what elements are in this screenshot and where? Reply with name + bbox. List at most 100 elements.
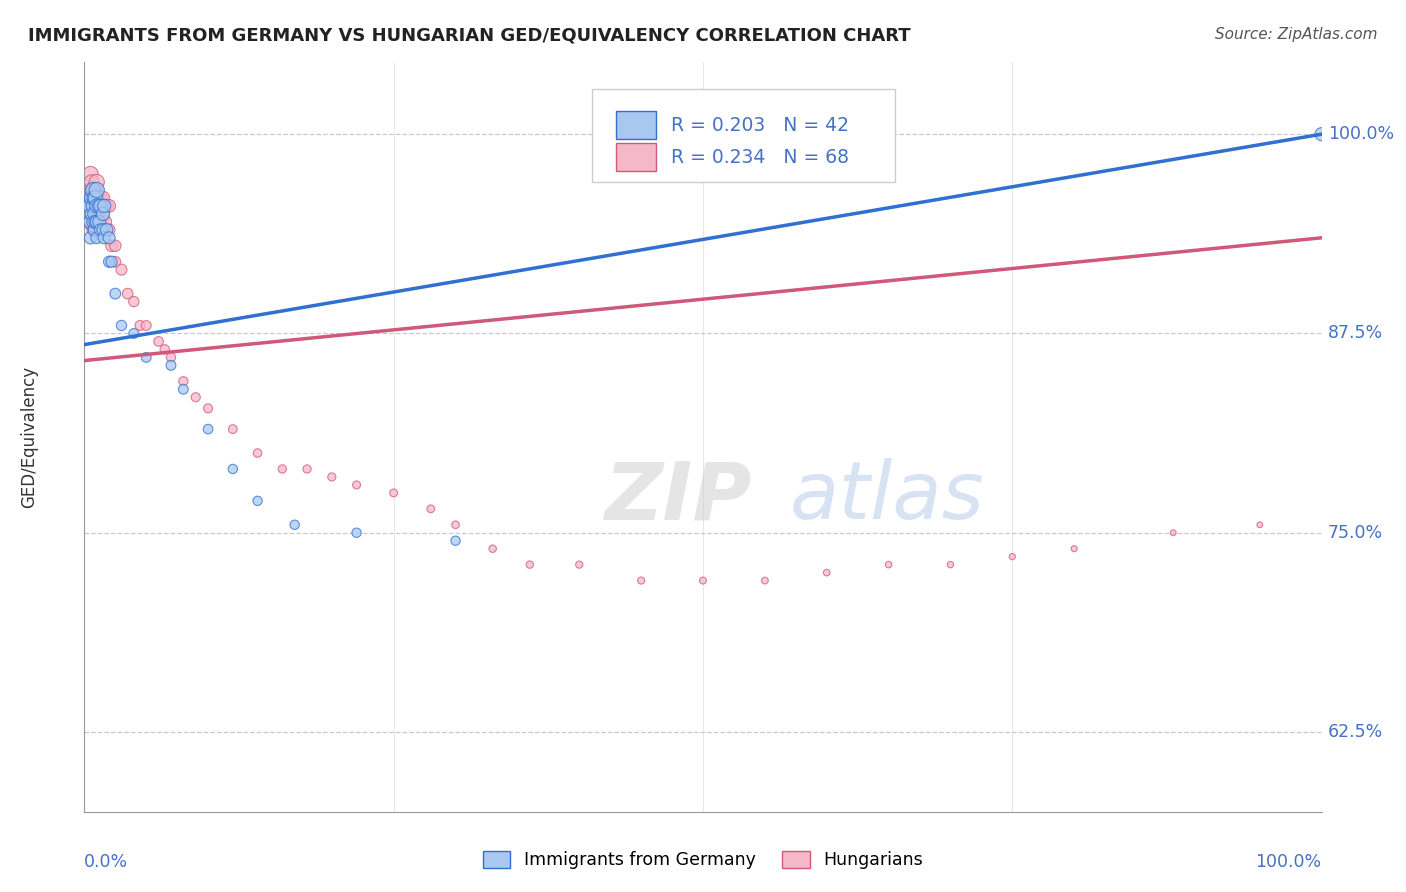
Point — [1001, 549, 1024, 564]
Point — [91, 191, 114, 205]
Point — [129, 318, 152, 333]
Point — [104, 239, 127, 253]
Point — [80, 199, 103, 213]
Text: atlas: atlas — [790, 458, 984, 536]
Text: 100.0%: 100.0% — [1256, 853, 1322, 871]
Point — [82, 183, 104, 197]
Point — [79, 183, 101, 197]
Point — [346, 478, 368, 492]
Point — [110, 262, 132, 277]
Point — [271, 462, 294, 476]
Point — [98, 223, 121, 237]
Point — [172, 374, 194, 388]
Point — [89, 191, 111, 205]
Point — [94, 215, 117, 229]
Point — [79, 167, 101, 181]
Point — [568, 558, 591, 572]
Point — [89, 215, 111, 229]
Point — [98, 199, 121, 213]
Point — [444, 517, 467, 532]
Point — [1249, 517, 1271, 532]
Point — [83, 207, 105, 221]
Point — [295, 462, 318, 476]
Text: 0.0%: 0.0% — [84, 853, 128, 871]
Point — [91, 223, 114, 237]
Point — [91, 210, 114, 224]
Point — [630, 574, 652, 588]
Text: 100.0%: 100.0% — [1327, 125, 1393, 144]
Point — [96, 223, 118, 237]
Point — [184, 390, 207, 404]
Point — [84, 215, 107, 229]
Point — [382, 486, 405, 500]
Point — [754, 574, 776, 588]
Point — [89, 199, 111, 213]
Point — [197, 422, 219, 436]
Point — [815, 566, 838, 580]
Legend: Immigrants from Germany, Hungarians: Immigrants from Germany, Hungarians — [474, 842, 932, 878]
Point — [148, 334, 170, 349]
Point — [90, 199, 112, 213]
Point — [246, 493, 269, 508]
Point — [117, 286, 139, 301]
Point — [83, 191, 105, 205]
Point — [197, 401, 219, 416]
Point — [246, 446, 269, 460]
Point — [222, 422, 245, 436]
Point — [87, 210, 110, 224]
Point — [86, 183, 108, 197]
Point — [83, 183, 105, 197]
Text: GED/Equivalency: GED/Equivalency — [20, 366, 38, 508]
Point — [444, 533, 467, 548]
Point — [104, 254, 127, 268]
Point — [82, 215, 104, 229]
Point — [87, 191, 110, 205]
Point — [86, 215, 108, 229]
Text: ZIP: ZIP — [605, 458, 751, 536]
Point — [89, 199, 111, 213]
Point — [89, 194, 111, 208]
Point — [135, 351, 157, 365]
FancyBboxPatch shape — [592, 88, 894, 182]
Point — [98, 254, 121, 268]
Point — [79, 191, 101, 205]
Point — [86, 199, 108, 213]
Point — [83, 223, 105, 237]
Text: 87.5%: 87.5% — [1327, 325, 1384, 343]
Point — [122, 326, 145, 341]
Point — [84, 191, 107, 205]
Point — [160, 359, 183, 373]
Point — [877, 558, 900, 572]
Point — [89, 223, 111, 237]
Point — [80, 191, 103, 205]
Point — [100, 239, 122, 253]
Point — [96, 199, 118, 213]
Point — [104, 286, 127, 301]
Text: R = 0.234   N = 68: R = 0.234 N = 68 — [671, 147, 849, 167]
Point — [79, 231, 101, 245]
Point — [84, 215, 107, 229]
Point — [86, 215, 108, 229]
Point — [79, 215, 101, 229]
Point — [519, 558, 541, 572]
FancyBboxPatch shape — [616, 111, 657, 139]
Point — [82, 223, 104, 237]
Point — [77, 215, 100, 229]
Point — [82, 199, 104, 213]
Point — [80, 175, 103, 189]
Point — [222, 462, 245, 476]
Point — [84, 191, 107, 205]
Point — [93, 199, 115, 213]
Point — [419, 501, 441, 516]
Point — [939, 558, 962, 572]
Point — [82, 183, 104, 197]
Point — [86, 231, 108, 245]
Point — [122, 294, 145, 309]
Point — [83, 223, 105, 237]
Point — [1063, 541, 1085, 556]
Point — [93, 231, 115, 245]
Text: IMMIGRANTS FROM GERMANY VS HUNGARIAN GED/EQUIVALENCY CORRELATION CHART: IMMIGRANTS FROM GERMANY VS HUNGARIAN GED… — [28, 27, 911, 45]
Point — [91, 207, 114, 221]
Point — [79, 215, 101, 229]
Text: 62.5%: 62.5% — [1327, 723, 1384, 741]
